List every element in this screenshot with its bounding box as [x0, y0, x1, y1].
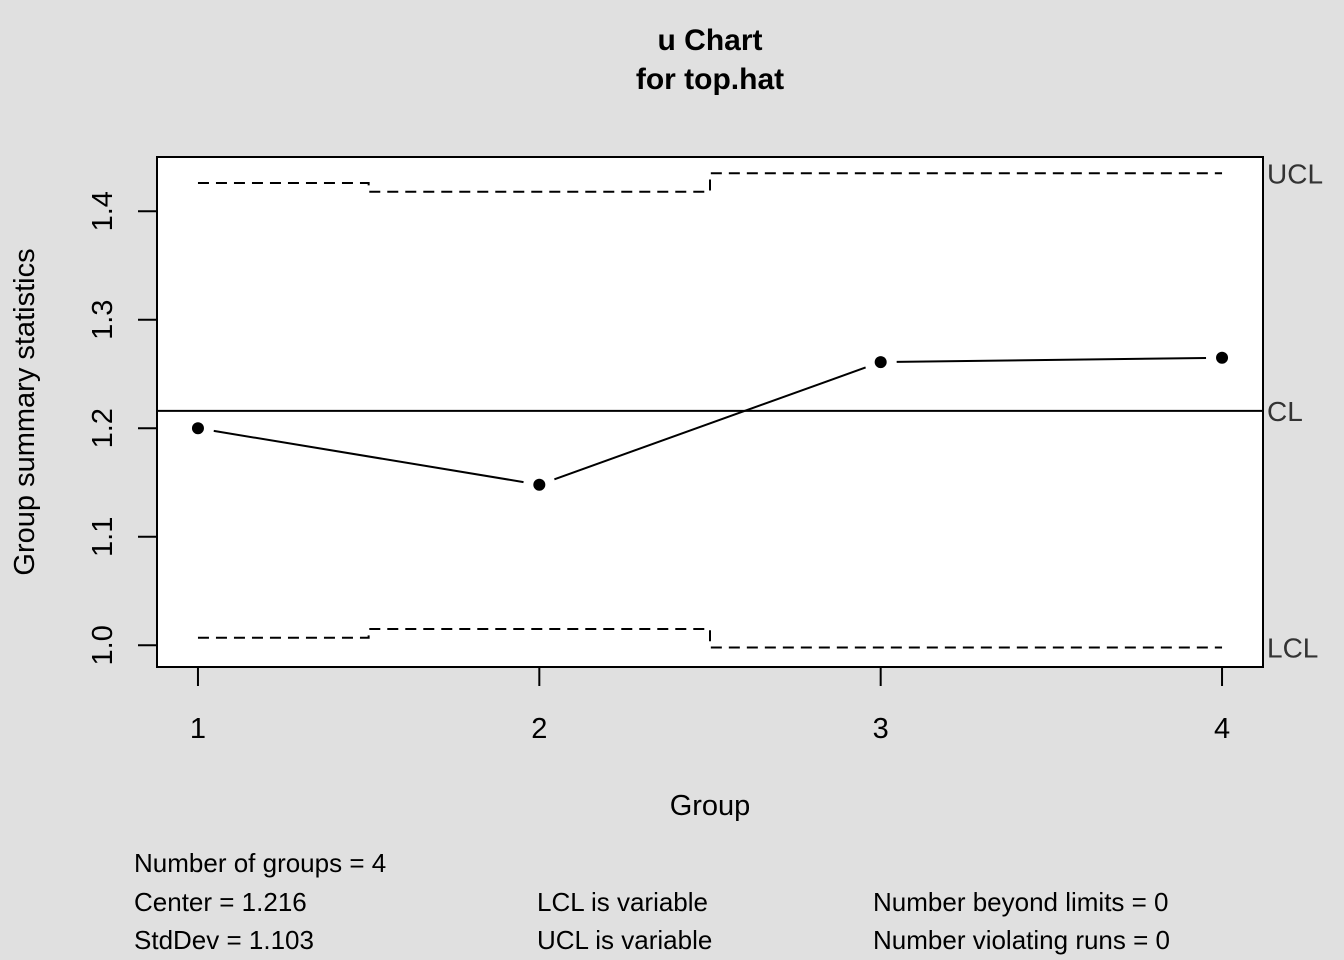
lcl-line	[197, 628, 1223, 649]
x-tick-label: 4	[1214, 713, 1230, 745]
limit-labels: UCL CL LCL	[1267, 158, 1323, 663]
stat-stddev: StdDev = 1.103	[134, 925, 314, 955]
stat-center: Center = 1.216	[134, 887, 307, 917]
data-series	[191, 351, 1229, 491]
cl-label: CL	[1267, 396, 1303, 427]
x-tick-label: 1	[190, 713, 206, 745]
stat-ucl-note: UCL is variable	[537, 925, 713, 955]
lcl-label: LCL	[1267, 632, 1318, 663]
axes: 1 2 3 4 1.0 1.1 1.2 1.3 1.4	[87, 191, 1230, 745]
series-segment	[213, 429, 524, 484]
stat-number-of-groups: Number of groups = 4	[134, 848, 387, 878]
series-segment	[554, 366, 866, 481]
plot-area	[156, 156, 1264, 668]
y-tick-label: 1.1	[87, 517, 119, 557]
series-segment	[896, 356, 1207, 363]
data-point	[191, 422, 204, 435]
x-axis-label: Group	[670, 790, 751, 822]
stat-violating-runs: Number violating runs = 0	[873, 925, 1170, 955]
data-point	[1216, 351, 1229, 364]
control-limits	[157, 172, 1263, 649]
y-tick-label: 1.3	[87, 300, 119, 340]
chart-subtitle: for top.hat	[636, 63, 784, 96]
y-axis-label: Group summary statistics	[9, 248, 41, 575]
x-tick-label: 2	[531, 713, 547, 745]
stat-lcl-note: LCL is variable	[537, 887, 709, 917]
chart-title: u Chart	[658, 24, 763, 57]
data-point	[874, 356, 887, 369]
y-tick-label: 1.2	[87, 408, 119, 448]
ucl-label: UCL	[1267, 158, 1323, 189]
stat-beyond-limits: Number beyond limits = 0	[873, 887, 1169, 917]
y-tick-label: 1.0	[87, 625, 119, 665]
ucl-line	[197, 172, 1223, 193]
x-tick-label: 3	[873, 713, 889, 745]
data-point	[533, 478, 546, 491]
y-tick-label: 1.4	[87, 191, 119, 231]
